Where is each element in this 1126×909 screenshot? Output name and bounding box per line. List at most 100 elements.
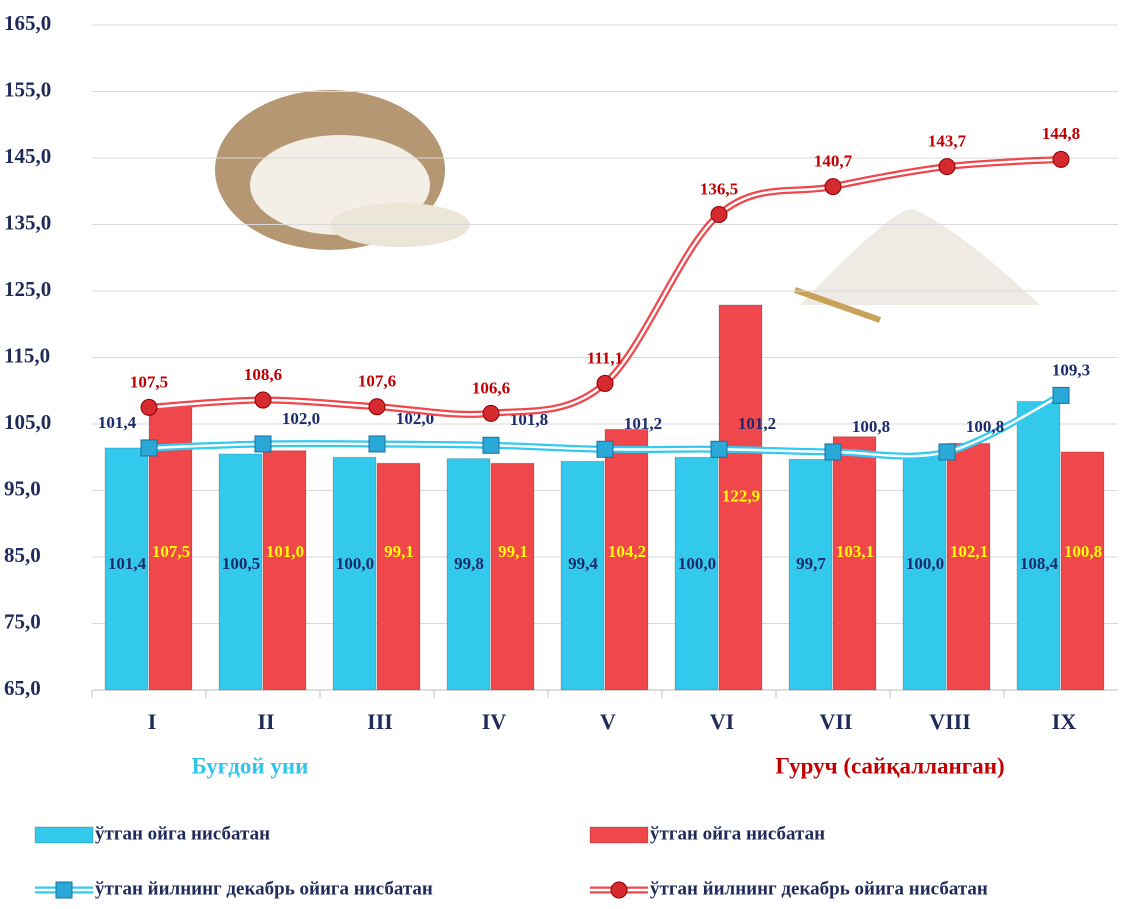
bar-value-label: 104,2	[608, 542, 646, 561]
bar-value-label: 99,8	[454, 554, 484, 573]
bar	[674, 456, 719, 691]
y-tick-label: 75,0	[4, 609, 41, 633]
line-value-label: 101,4	[98, 413, 137, 432]
line-value-label: 102,0	[282, 409, 320, 428]
bar-value-label: 101,0	[266, 542, 304, 561]
bar-value-label: 99,1	[384, 542, 414, 561]
bar-value-label: 102,1	[950, 542, 988, 561]
bar	[104, 447, 149, 691]
line-value-label: 100,8	[852, 417, 890, 436]
bar-value-label: 99,7	[796, 554, 826, 573]
y-tick-label: 115,0	[4, 343, 50, 367]
bar	[902, 456, 947, 691]
bar	[832, 436, 877, 691]
line-marker	[254, 391, 272, 409]
bar	[788, 458, 833, 691]
line-value-label: 106,6	[472, 378, 510, 397]
line-marker	[482, 404, 500, 422]
y-tick-label: 125,0	[4, 277, 51, 301]
x-tick-label: VII	[819, 709, 852, 734]
y-tick-label: 85,0	[4, 543, 41, 567]
y-tick-label: 145,0	[4, 144, 51, 168]
bar-value-label: 122,9	[722, 486, 760, 505]
x-tick-label: VIII	[929, 709, 971, 734]
line-marker	[710, 440, 728, 458]
line-marker	[938, 443, 956, 461]
line-value-label: 109,3	[1052, 360, 1090, 379]
bar-value-label: 100,0	[906, 554, 944, 573]
y-tick-label: 65,0	[4, 676, 41, 700]
line-highlight	[148, 158, 1062, 416]
line-value-label: 100,8	[966, 417, 1004, 436]
bar	[446, 458, 491, 691]
x-tick-label: II	[257, 709, 274, 734]
line-marker	[1052, 150, 1070, 168]
x-tick-label: IV	[482, 709, 507, 734]
line-marker	[824, 443, 842, 461]
bar	[718, 304, 763, 691]
bar-value-label: 108,4	[1020, 554, 1059, 573]
legend-swatch	[589, 826, 649, 844]
bar	[332, 456, 377, 691]
bar-value-label: 100,8	[1064, 542, 1102, 561]
x-tick-label: III	[367, 709, 393, 734]
line-marker	[710, 206, 728, 224]
group-label: Гуруч (сайқалланган)	[775, 753, 1004, 778]
rice-illustration	[215, 90, 470, 250]
line-marker	[596, 440, 614, 458]
line-marker	[368, 398, 386, 416]
y-tick-label: 155,0	[4, 77, 51, 101]
line-marker	[368, 435, 386, 453]
group-label: Буғдой уни	[192, 753, 309, 778]
bar	[490, 462, 535, 691]
line-marker	[140, 398, 158, 416]
bar-value-label: 100,0	[336, 554, 374, 573]
line-value-label: 107,6	[358, 372, 396, 391]
x-tick-label: V	[600, 709, 616, 734]
line-marker	[1052, 386, 1070, 404]
line-value-label: 144,8	[1042, 124, 1080, 143]
line-marker	[824, 178, 842, 196]
bar-value-label: 101,4	[108, 554, 147, 573]
y-tick-label: 105,0	[4, 410, 51, 434]
line-marker	[596, 374, 614, 392]
flour-illustration	[794, 209, 1040, 323]
bar-value-label: 100,0	[678, 554, 716, 573]
y-tick-label: 165,0	[4, 11, 51, 35]
bar	[1060, 451, 1105, 691]
legend-label: ўтган ойга нисбатан	[95, 823, 270, 844]
x-tick-label: IX	[1052, 709, 1077, 734]
x-tick-label: I	[148, 709, 157, 734]
legend-label: ўтган йилнинг декабрь ойига нисбатан	[95, 878, 433, 899]
y-tick-label: 135,0	[4, 210, 51, 234]
legend-label: ўтган йилнинг декабрь ойига нисбатан	[650, 878, 988, 899]
legend-marker	[55, 881, 73, 899]
bar	[262, 450, 307, 691]
bar	[604, 428, 649, 691]
line-marker	[482, 436, 500, 454]
x-tick-label: VI	[710, 709, 734, 734]
bar-value-label: 103,1	[836, 542, 874, 561]
bar	[560, 460, 605, 691]
line-value-label: 136,5	[700, 179, 738, 198]
legend-swatch	[34, 826, 94, 844]
line-value-label: 107,5	[130, 372, 168, 391]
bar	[376, 462, 421, 691]
legend-label: ўтган ойга нисбатан	[650, 823, 825, 844]
line-value-label: 111,1	[587, 348, 623, 367]
bar	[218, 453, 263, 691]
bar-value-label: 99,4	[568, 554, 598, 573]
legend-marker	[610, 881, 628, 899]
line-marker	[140, 439, 158, 457]
bar	[946, 442, 991, 691]
line-value-label: 108,6	[244, 365, 282, 384]
bar-value-label: 100,5	[222, 554, 260, 573]
line-value-label: 101,2	[738, 414, 776, 433]
y-tick-label: 95,0	[4, 476, 41, 500]
line-marker	[938, 158, 956, 176]
bar-value-label: 107,5	[152, 542, 190, 561]
line-value-label: 101,2	[624, 414, 662, 433]
bar	[1016, 400, 1061, 691]
bar-value-label: 99,1	[498, 542, 528, 561]
